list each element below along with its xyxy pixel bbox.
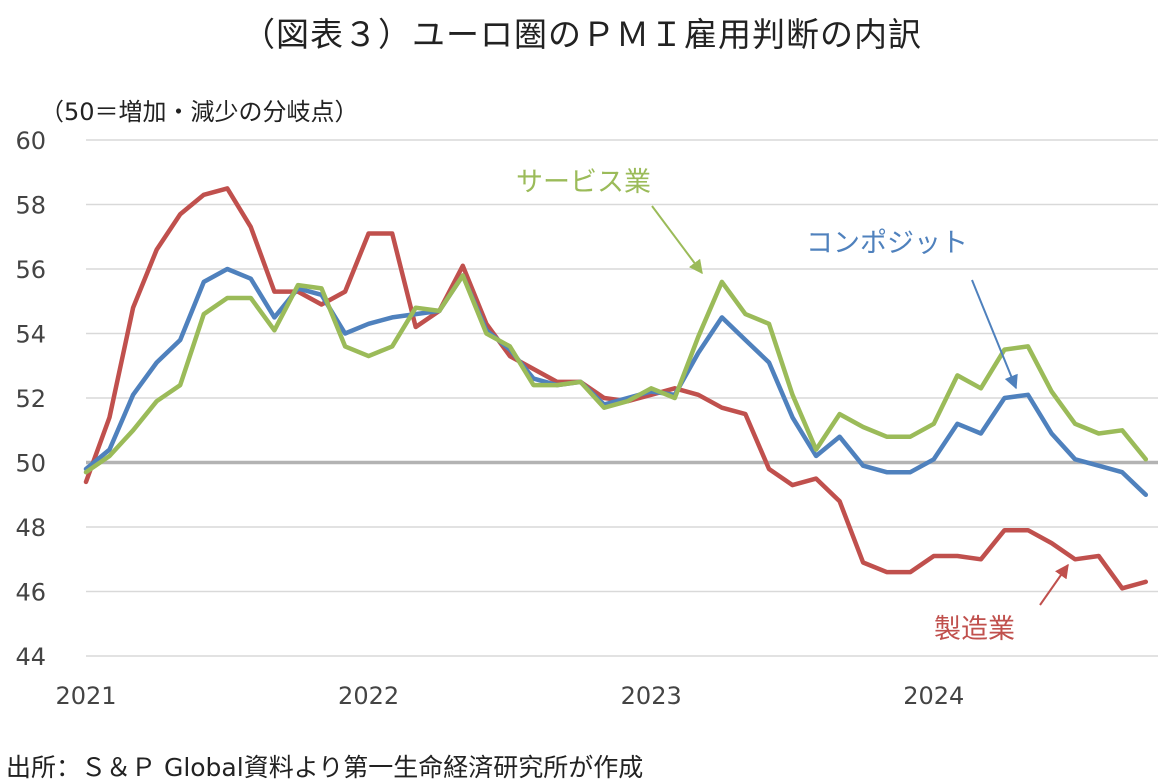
y-tick-label-54: 54	[15, 321, 46, 349]
y-axis-unit-note: （50＝増加・減少の分岐点）	[40, 98, 359, 126]
y-tick-label-48: 48	[15, 514, 46, 542]
annotation-label-composite: コンポジット	[806, 228, 968, 259]
y-tick-label-50: 50	[15, 450, 46, 478]
x-tick-label-2023: 2023	[621, 682, 682, 710]
x-tick-label-2022: 2022	[338, 682, 399, 710]
y-tick-label-44: 44	[15, 643, 46, 671]
y-tick-label-46: 46	[15, 579, 46, 607]
annotation-label-manufacturing: 製造業	[934, 614, 1015, 645]
series-line-manufacturing	[83, 186, 1149, 591]
annotation-arrow-composite	[971, 279, 1018, 390]
annotation-arrow-services	[651, 205, 703, 275]
y-tick-label-58: 58	[15, 192, 46, 220]
chart-title: （図表３）ユーロ圏のＰＭＩ雇用判断の内訳	[242, 15, 922, 54]
annotation-label-services: サービス業	[516, 167, 651, 198]
series-line-services	[83, 273, 1149, 475]
x-tick-label-2021: 2021	[55, 682, 116, 710]
y-tick-label-56: 56	[15, 256, 46, 284]
y-tick-label-60: 60	[15, 127, 46, 155]
series-line-composite	[83, 266, 1149, 498]
source-note: 出所：Ｓ＆Ｐ Global資料より第一生命経済研究所が作成	[6, 753, 644, 782]
x-tick-label-2024: 2024	[903, 682, 964, 710]
annotation-arrow-manufacturing	[1039, 563, 1069, 606]
y-tick-label-52: 52	[15, 385, 46, 413]
